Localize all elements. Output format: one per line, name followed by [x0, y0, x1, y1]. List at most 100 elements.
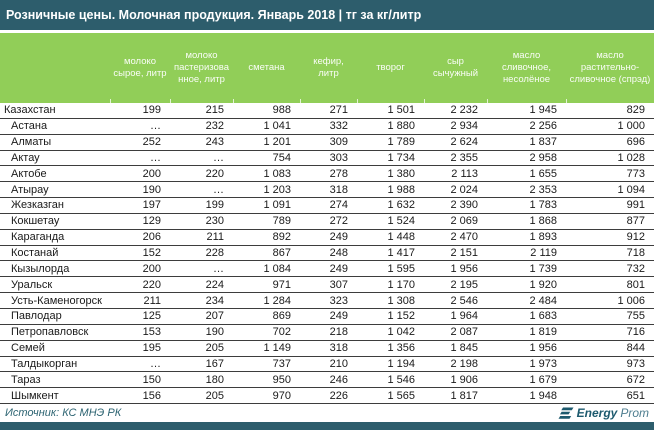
- price-cell: 1 170: [387, 278, 415, 291]
- price-cell: 1 819: [529, 326, 557, 339]
- price-cell: 1 906: [450, 373, 478, 386]
- price-cell: 1 948: [529, 389, 557, 402]
- column-header-butter: масло сливочное, несолёное: [487, 33, 566, 103]
- price-cell: 789: [272, 215, 291, 228]
- price-cell: 232: [205, 120, 224, 133]
- price-cell: 1 094: [617, 183, 645, 196]
- table-row: Кокшетау 129 230 789 272 1 524 2 069 1 868 877: [0, 213, 654, 230]
- column-header-spread: масло растительно-сливочное (спрэд): [566, 33, 654, 103]
- price-cell: 1 595: [387, 262, 415, 275]
- row-label: Актобе: [11, 167, 47, 180]
- price-cell: 801: [626, 278, 645, 291]
- table-row: Шымкент 156 205 970 226 1 565 1 817 1 948 651: [0, 388, 654, 405]
- price-cell: 199: [205, 199, 224, 212]
- price-cell: 205: [205, 389, 224, 402]
- price-cell: 1 868: [529, 215, 557, 228]
- price-cell: 190: [205, 326, 224, 339]
- price-cell: 318: [329, 183, 348, 196]
- energyprom-icon: [558, 407, 574, 419]
- price-cell: 2 087: [450, 326, 478, 339]
- price-cell: 1 837: [529, 136, 557, 149]
- price-cell: 869: [272, 310, 291, 323]
- price-cell: 718: [626, 247, 645, 260]
- price-cell: 156: [142, 389, 161, 402]
- divider: [0, 30, 654, 33]
- price-cell: 218: [329, 326, 348, 339]
- row-label: Семей: [11, 342, 45, 355]
- price-cell: 973: [626, 357, 645, 370]
- logo-text-prom: Prom: [620, 406, 649, 420]
- price-cell: 991: [626, 199, 645, 212]
- table-row: Атырау 190 … 1 203 318 1 988 2 024 2 353 1 094: [0, 182, 654, 199]
- price-cell: 1 739: [529, 262, 557, 275]
- price-cell: 773: [626, 167, 645, 180]
- row-label: Костанай: [11, 247, 59, 260]
- price-cell: 2 355: [450, 151, 478, 164]
- price-cell: 303: [329, 151, 348, 164]
- price-cell: 1 524: [387, 215, 415, 228]
- price-cell: 211: [206, 231, 224, 244]
- table-row: Костанай 152 228 867 248 1 417 2 151 2 119 718: [0, 245, 654, 262]
- price-cell: 1 501: [387, 104, 415, 117]
- table-header-row: молоко сырое, литр молоко пастеризованно…: [0, 33, 654, 103]
- row-label: Тараз: [11, 373, 41, 386]
- price-cell: 1 083: [263, 167, 291, 180]
- price-cell: 2 232: [450, 104, 478, 117]
- row-label: Атырау: [11, 183, 49, 196]
- price-cell: 271: [329, 104, 348, 117]
- price-cell: 1 084: [263, 262, 291, 275]
- price-cell: 1 783: [529, 199, 557, 212]
- price-cell: 152: [142, 247, 161, 260]
- table-row: Талдыкорган … 167 737 210 1 194 2 198 1 973 973: [0, 356, 654, 373]
- price-cell: 125: [142, 310, 161, 323]
- row-label: Усть-Каменогорск: [11, 294, 102, 307]
- price-cell: 2 069: [450, 215, 478, 228]
- column-header-cottage-cheese: творог: [357, 33, 424, 103]
- price-cell: …: [150, 120, 161, 133]
- title-bar: Розничные цены. Молочная продукция. Янва…: [0, 0, 654, 30]
- row-label: Кызылорда: [11, 262, 70, 275]
- price-cell: 2 484: [529, 294, 557, 307]
- price-cell: 2 958: [529, 151, 557, 164]
- price-cell: 1 920: [529, 278, 557, 291]
- price-cell: 199: [142, 104, 161, 117]
- table-row: Актау … … 754 303 1 734 2 355 2 958 1 028: [0, 150, 654, 167]
- price-cell: 1 565: [387, 389, 415, 402]
- price-cell: 1 308: [387, 294, 415, 307]
- table-row: Актобе 200 220 1 083 278 1 380 2 113 1 655 773: [0, 166, 654, 183]
- price-cell: 230: [205, 215, 224, 228]
- source-text: Источник: КС МНЭ РК: [5, 407, 122, 419]
- price-cell: 1 956: [450, 262, 478, 275]
- price-cell: 2 470: [450, 231, 478, 244]
- price-cell: 1 945: [529, 104, 557, 117]
- price-cell: 971: [272, 278, 291, 291]
- price-cell: 754: [272, 151, 291, 164]
- table-row: Петропавловск 153 190 702 218 1 042 2 087 1 81…: [0, 324, 654, 341]
- price-cell: 1 356: [387, 342, 415, 355]
- energyprom-logo: Energy Prom: [558, 406, 649, 420]
- price-cell: 243: [205, 136, 224, 149]
- price-cell: 2 119: [530, 247, 557, 260]
- price-cell: 1 284: [263, 294, 291, 307]
- corner-cell: [0, 33, 110, 103]
- price-cell: 249: [329, 310, 348, 323]
- price-cell: 1 845: [450, 342, 478, 355]
- price-cell: 2 113: [451, 167, 478, 180]
- price-cell: 274: [329, 199, 348, 212]
- price-cell: 1 683: [529, 310, 557, 323]
- price-cell: 2 546: [450, 294, 478, 307]
- price-cell: 167: [205, 357, 224, 370]
- footer: Источник: КС МНЭ РК Energy Prom: [0, 404, 654, 422]
- price-cell: 867: [272, 247, 291, 260]
- table-row: Астана … 232 1 041 332 1 880 2 934 2 256 1 000: [0, 118, 654, 135]
- price-cell: 1 042: [387, 326, 415, 339]
- price-cell: 211: [143, 294, 161, 307]
- price-cell: 1 194: [387, 357, 415, 370]
- table-row: Кызылорда 200 … 1 084 249 1 595 1 956 1 739 732: [0, 261, 654, 278]
- price-cell: 1 973: [529, 357, 557, 370]
- price-cell: 737: [272, 357, 291, 370]
- price-cell: 197: [142, 199, 161, 212]
- price-cell: 200: [142, 167, 161, 180]
- row-label: Жезказган: [11, 199, 64, 212]
- column-header-milk-pasteurized: молоко пастеризованное, литр: [170, 33, 233, 103]
